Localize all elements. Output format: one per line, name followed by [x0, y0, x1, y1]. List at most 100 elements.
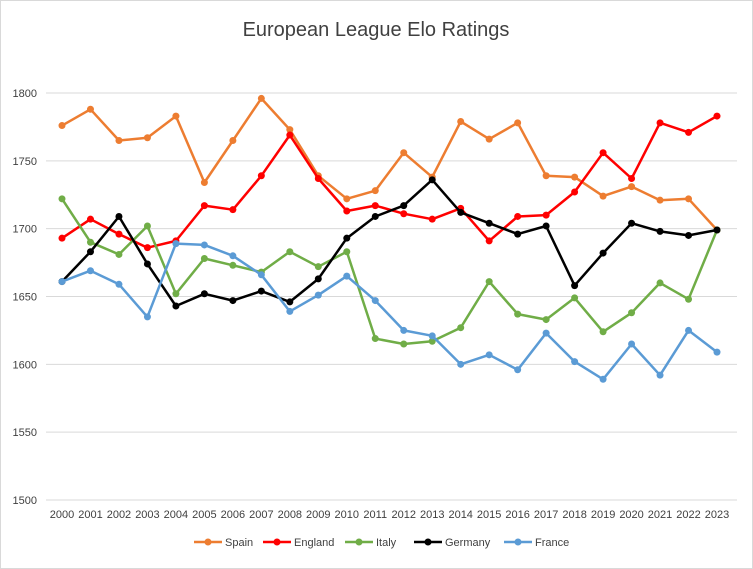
y-tick-label: 1500	[13, 495, 37, 507]
data-point	[542, 329, 550, 337]
data-point	[371, 335, 379, 343]
data-point	[200, 241, 208, 249]
data-point	[628, 219, 636, 227]
data-point	[571, 188, 579, 196]
x-tick-label: 2020	[619, 509, 643, 521]
chart-title: European League Elo Ratings	[243, 19, 510, 41]
data-point	[542, 211, 550, 219]
x-tick-label: 2000	[50, 509, 74, 521]
data-point	[599, 149, 607, 157]
data-point	[371, 202, 379, 210]
data-point	[400, 149, 408, 157]
data-point	[485, 237, 493, 245]
data-point	[599, 249, 607, 257]
x-tick-label: 2010	[335, 509, 359, 521]
series-spain	[58, 94, 721, 234]
data-point	[457, 324, 465, 332]
data-point	[514, 212, 522, 220]
data-point	[400, 326, 408, 334]
legend-marker	[204, 538, 212, 546]
data-point	[115, 230, 123, 238]
y-tick-label: 1550	[13, 427, 37, 439]
legend-marker	[514, 538, 522, 546]
series-line-germany	[61, 178, 718, 308]
data-point	[229, 206, 237, 214]
data-point	[599, 375, 607, 383]
data-point	[257, 287, 265, 295]
data-point	[371, 297, 379, 305]
legend-label: Italy	[376, 537, 397, 549]
y-tick-label: 1800	[13, 88, 37, 100]
data-point	[286, 131, 294, 139]
x-tick-label: 2006	[221, 509, 245, 521]
data-point	[343, 248, 351, 256]
data-point	[143, 260, 151, 268]
x-tick-label: 2002	[107, 509, 131, 521]
data-point	[457, 117, 465, 125]
data-point	[428, 332, 436, 340]
data-point	[58, 234, 66, 242]
x-tick-label: 2009	[306, 509, 330, 521]
data-point	[628, 174, 636, 182]
data-point	[286, 126, 294, 134]
x-tick-label: 2007	[249, 509, 273, 521]
data-point	[514, 366, 522, 374]
data-point	[58, 195, 66, 203]
data-point	[343, 272, 351, 280]
data-point	[58, 278, 66, 286]
x-tick-label: 2017	[534, 509, 558, 521]
data-point	[314, 291, 322, 299]
series-italy	[58, 195, 721, 348]
x-tick-label: 2023	[705, 509, 729, 521]
x-tick-label: 2003	[135, 509, 159, 521]
x-tick-label: 2014	[448, 509, 472, 521]
legend-marker	[424, 538, 432, 546]
data-point	[371, 187, 379, 195]
x-tick-label: 2001	[78, 509, 102, 521]
data-point	[86, 215, 94, 223]
data-point	[656, 119, 664, 127]
x-tick-label: 2004	[164, 509, 188, 521]
gridlines	[46, 92, 737, 501]
x-tick-label: 2013	[420, 509, 444, 521]
series-line-england	[61, 115, 718, 249]
data-point	[428, 337, 436, 345]
series-group	[58, 94, 721, 383]
data-point	[115, 212, 123, 220]
data-point	[571, 282, 579, 290]
data-point	[143, 222, 151, 230]
data-point	[713, 112, 721, 120]
data-point	[400, 210, 408, 218]
data-point	[542, 172, 550, 180]
legend-label: Germany	[445, 537, 491, 549]
legend-marker	[273, 538, 281, 546]
data-point	[485, 351, 493, 359]
data-point	[656, 227, 664, 235]
data-point	[428, 176, 436, 184]
data-point	[685, 128, 693, 136]
legend-label: England	[294, 537, 334, 549]
data-point	[229, 136, 237, 144]
data-point	[628, 340, 636, 348]
data-point	[286, 298, 294, 306]
data-point	[599, 328, 607, 336]
data-point	[571, 358, 579, 366]
data-point	[713, 348, 721, 356]
data-point	[400, 340, 408, 348]
data-point	[86, 267, 94, 275]
series-france	[58, 240, 721, 383]
data-point	[115, 136, 123, 144]
legend-item-france: France	[504, 537, 569, 549]
data-point	[371, 212, 379, 220]
data-point	[172, 112, 180, 120]
data-point	[343, 207, 351, 215]
legend-marker	[355, 538, 363, 546]
x-tick-label: 2022	[676, 509, 700, 521]
data-point	[172, 302, 180, 310]
series-line-france	[61, 242, 718, 381]
y-tick-label: 1650	[13, 292, 37, 304]
x-tick-label: 2005	[192, 509, 216, 521]
data-point	[656, 371, 664, 379]
data-point	[314, 275, 322, 283]
